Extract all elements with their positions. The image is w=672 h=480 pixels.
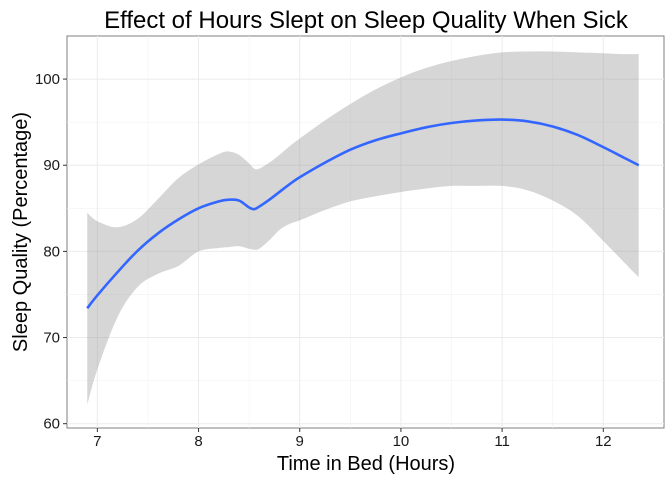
- y-tick-label: 80: [43, 243, 60, 260]
- y-axis-title: Sleep Quality (Percentage): [10, 112, 32, 352]
- x-tick-label: 10: [393, 433, 410, 450]
- x-tick-label: 8: [194, 433, 202, 450]
- x-tick-label: 12: [595, 433, 612, 450]
- y-tick-label: 70: [43, 330, 60, 347]
- plot-panel: [66, 35, 665, 429]
- smooth-line: [86, 118, 640, 310]
- grid-minor: [67, 36, 664, 428]
- y-tick-label: 90: [43, 157, 60, 174]
- series-layer: [86, 51, 640, 405]
- y-axis: 60 70 80 90 100: [35, 71, 67, 433]
- x-tick-label: 9: [296, 433, 304, 450]
- y-tick-label: 60: [43, 416, 60, 433]
- x-axis-title: Time in Bed (Hours): [277, 453, 455, 475]
- x-axis: 7 8 9 10 11 12: [93, 428, 612, 450]
- chart-title: Effect of Hours Slept on Sleep Quality W…: [104, 7, 629, 34]
- x-tick-label: 7: [93, 433, 101, 450]
- confidence-band: [87, 51, 639, 405]
- x-tick-label: 11: [494, 433, 510, 450]
- y-tick-label: 100: [35, 71, 60, 88]
- grid-major: [67, 36, 664, 428]
